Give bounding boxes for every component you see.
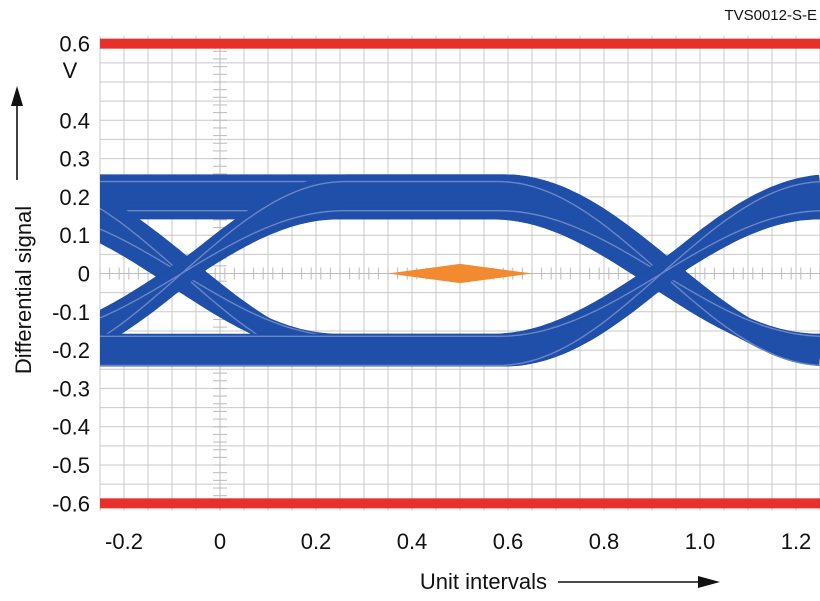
eye-trace-edge (100, 180, 820, 366)
y-tick-label: 0 (78, 262, 90, 287)
eye-trace (100, 174, 820, 367)
y-tick-label: -0.2 (52, 338, 90, 363)
y-tick-label: 0.1 (59, 223, 90, 248)
y-tick-label: 0.4 (59, 108, 90, 133)
y-axis-title: Differential signal (11, 86, 36, 374)
y-tick-label: -0.4 (52, 415, 90, 440)
y-tick-label: -0.1 (52, 300, 90, 325)
x-axis-label: Unit intervals (420, 569, 547, 594)
x-tick-label: 0.6 (493, 529, 524, 554)
limit-line (100, 38, 820, 49)
y-axis-arrow-icon (11, 86, 23, 180)
x-axis-arrow-icon (558, 576, 720, 588)
y-tick-label: -0.3 (52, 376, 90, 401)
y-tick-label: 0.3 (59, 147, 90, 172)
y-unit-label: V (63, 58, 78, 83)
eye-trace-edge (100, 210, 820, 337)
x-tick-label: -0.2 (105, 529, 143, 554)
x-axis-title: Unit intervals (420, 569, 720, 594)
eye-trace-edge (100, 210, 820, 337)
x-tick-label: 0.2 (301, 529, 332, 554)
eye-mask (388, 263, 532, 284)
x-tick-label: 0.4 (397, 529, 428, 554)
x-tick-label: 1.2 (781, 529, 812, 554)
limit-lines (100, 38, 820, 509)
y-tick-label: 0.6 (59, 32, 90, 57)
eye-mask-polygon (388, 263, 532, 284)
x-tick-label: 0 (214, 529, 226, 554)
y-tick-label: -0.6 (52, 491, 90, 516)
eye-traces (100, 174, 820, 367)
x-tick-labels: -0.2 0 0.2 0.4 0.6 0.8 1.0 1.2 (105, 529, 811, 554)
x-tick-label: 0.8 (589, 529, 620, 554)
y-tick-label: -0.5 (52, 453, 90, 478)
y-axis-label: Differential signal (11, 206, 36, 374)
y-tick-labels: 0.6 0.4 0.3 0.2 0.1 0 -0.1 -0.2 -0.3 -0.4 -0.5 -0.6 (52, 32, 90, 517)
figure-code: TVS0012-S-E (724, 7, 817, 24)
eye-trace-edge (100, 181, 820, 367)
limit-line (100, 498, 820, 509)
x-tick-label: 1.0 (685, 529, 716, 554)
y-tick-label: 0.2 (59, 185, 90, 210)
